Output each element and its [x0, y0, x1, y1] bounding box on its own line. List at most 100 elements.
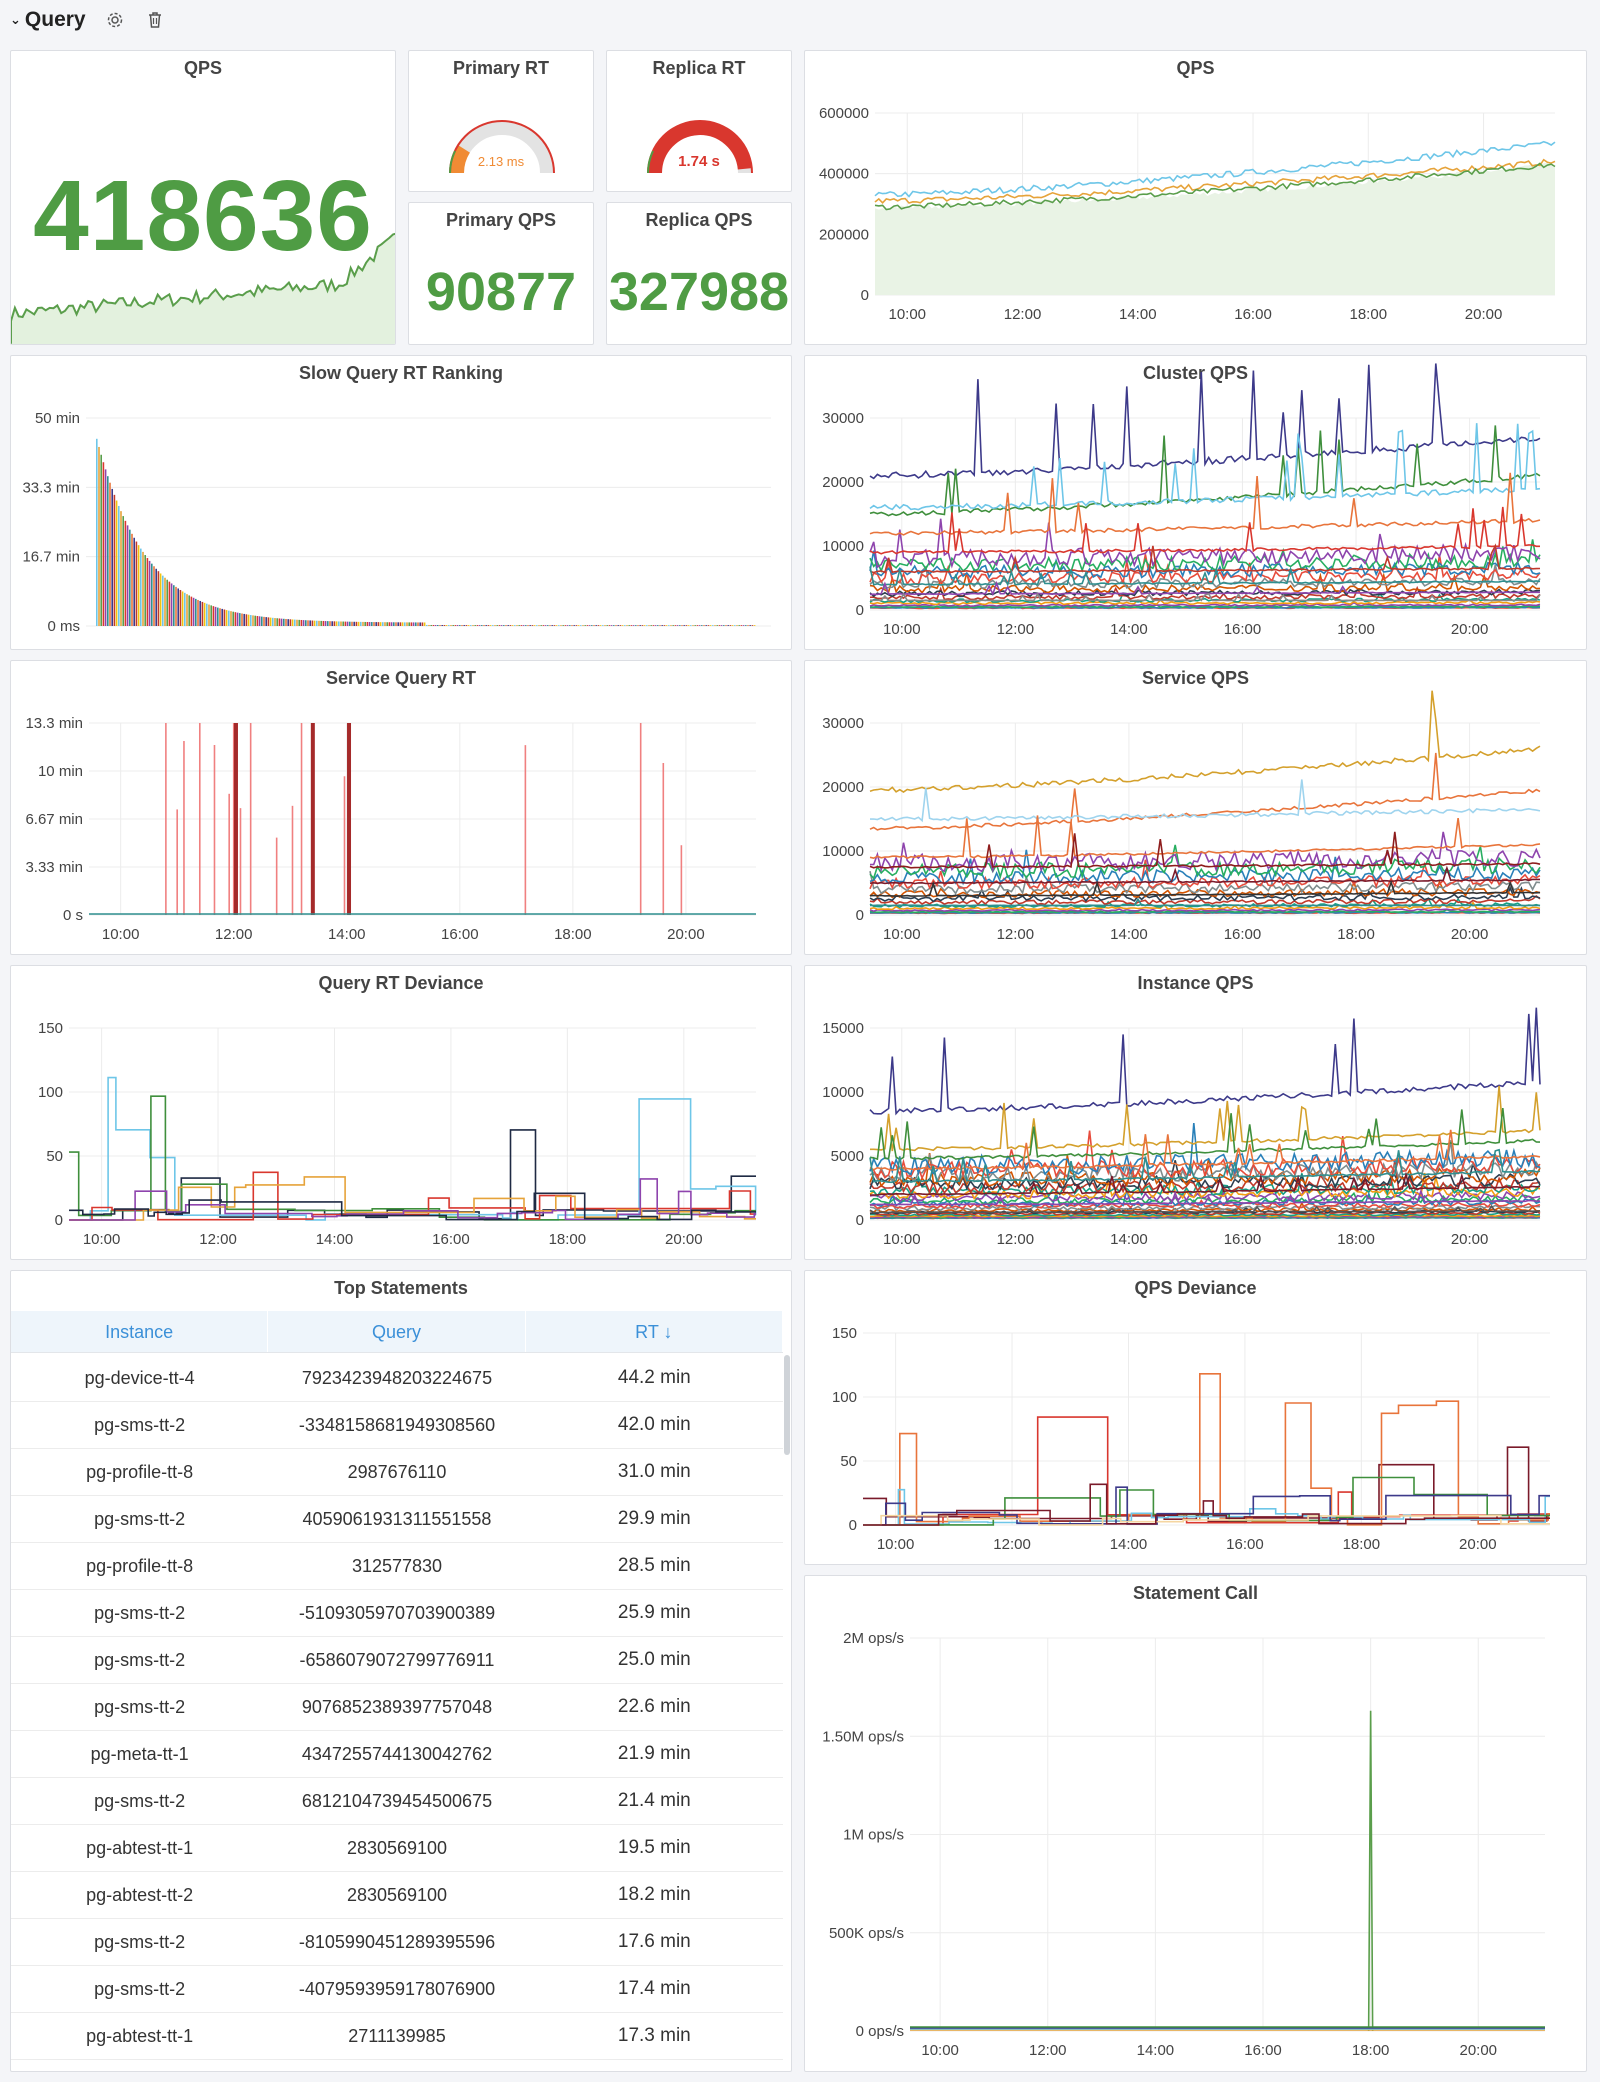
- ranking-bar: [527, 625, 529, 626]
- ranking-bar: [311, 620, 314, 626]
- y-tick-label: 1.50M ops/s: [822, 1728, 904, 1745]
- x-tick-label: 12:00: [993, 1536, 1031, 1553]
- panel-slow-rank[interactable]: Slow Query RT Ranking 50 min 33.3 min 16.7…: [10, 355, 792, 650]
- y-tick-label: 20000: [822, 779, 864, 796]
- panel-service-qps[interactable]: Service QPS 30000 20000 10000 0 10:00 12:00 14…: [804, 660, 1587, 955]
- ranking-bar: [637, 625, 639, 626]
- panel-title: Replica RT: [652, 58, 746, 78]
- ranking-bar: [148, 560, 151, 626]
- panel-rt-deviance[interactable]: Query RT Deviance 150 100 50 0 10:00 12:00 14:…: [10, 965, 792, 1260]
- table-row[interactable]: pg-profile-tt-8 2987676110 31.0 min: [11, 1449, 783, 1496]
- panel-qps-chart[interactable]: QPS 600000 400000 200000 0 10:00 12:00 14:00 16…: [804, 50, 1587, 345]
- cell-rt: 28.5 min: [617, 1555, 691, 1576]
- panel-service-rt[interactable]: Service Query RT 13.3 min 10 min 6.67 min 3…: [10, 660, 792, 955]
- ranking-bar: [639, 625, 641, 626]
- ranking-bar: [685, 625, 688, 626]
- row-title: Query: [24, 8, 86, 31]
- panel-primary-rt[interactable]: Primary RT 2.13 ms: [408, 50, 594, 192]
- table-row[interactable]: pg-profile-tt-8 312577830 28.5 min: [11, 1543, 783, 1590]
- panel-title: Service QPS: [1141, 668, 1250, 688]
- ranking-bar: [643, 625, 646, 626]
- table-scrollbar[interactable]: [784, 1355, 790, 1455]
- table-row[interactable]: pg-sms-tt-2 -4079593959178076900 17.4 min: [11, 1966, 783, 2013]
- row-toggle[interactable]: ⌄ Query: [10, 8, 86, 32]
- ranking-bar: [419, 622, 421, 626]
- ranking-bar: [258, 616, 261, 626]
- panel-primary-qps[interactable]: Primary QPS 90877: [408, 202, 594, 345]
- series-line: [869, 1140, 1541, 1184]
- x-tick-label: 18:00: [1350, 306, 1388, 323]
- ranking-bar: [520, 625, 523, 626]
- ranking-bar: [280, 618, 283, 626]
- ranking-bar: [646, 625, 648, 626]
- panel-replica-qps[interactable]: Replica QPS 327988: [606, 202, 792, 345]
- series-line: [869, 592, 1541, 602]
- column-rt[interactable]: RT ↓: [526, 1311, 783, 1352]
- x-tick-label: 14:00: [1110, 1231, 1148, 1248]
- table-row[interactable]: pg-sms-tt-2 9076852389397757048 22.6 min: [11, 1684, 783, 1731]
- ranking-bar: [309, 620, 311, 626]
- y-tick-label: 10000: [822, 843, 864, 860]
- ranking-bar: [650, 625, 652, 626]
- series-line: [869, 1204, 1540, 1214]
- trash-icon[interactable]: [144, 9, 166, 31]
- ranking-bar: [250, 615, 252, 626]
- y-tick-label: 600000: [819, 105, 869, 122]
- x-tick-label: 16:00: [1234, 306, 1272, 323]
- table-row[interactable]: pg-meta-tt-1 4347255744130042762 21.9 min: [11, 1731, 783, 1778]
- panel-replica-rt[interactable]: Replica RT 1.74 s: [606, 50, 792, 192]
- primary-rt-gauge: [449, 120, 555, 174]
- table-row[interactable]: pg-sms-tt-2 -8105990451289395596 17.6 min: [11, 1919, 783, 1966]
- ranking-bar: [698, 625, 701, 626]
- ranking-bar: [428, 624, 430, 626]
- ranking-bar: [496, 625, 498, 626]
- ranking-bar: [443, 625, 446, 626]
- cell-query: 6812104739454500675: [301, 1791, 493, 1811]
- column-query[interactable]: Query: [268, 1311, 526, 1352]
- table-row[interactable]: pg-sms-tt-2 4059061931311551558 29.9 min: [11, 1496, 783, 1543]
- ranking-bar: [236, 612, 239, 626]
- ranking-bar: [269, 617, 272, 626]
- ranking-bar: [175, 586, 177, 626]
- panel-qps-deviance[interactable]: QPS Deviance 150 100 50 0 10:00 12:00 14:00 16:…: [804, 1270, 1587, 1565]
- x-tick-label: 18:00: [1337, 1231, 1375, 1248]
- panel-cluster-qps[interactable]: Cluster QPS 30000 20000 10000 0 10:00 12:00 14…: [804, 355, 1587, 650]
- table-row[interactable]: pg-sms-tt-2 -5109305970703900389 25.9 min: [11, 1590, 783, 1637]
- y-tick-label: 400000: [819, 166, 869, 183]
- y-tick-label: 0: [849, 1517, 857, 1534]
- ranking-bar: [745, 625, 747, 626]
- x-tick-label: 14:00: [328, 926, 366, 943]
- panel-statement-call[interactable]: Statement Call 2M ops/s 1.50M ops/s 1M ops…: [804, 1575, 1587, 2072]
- column-instance[interactable]: Instance: [11, 1311, 269, 1352]
- gear-icon[interactable]: [104, 9, 126, 31]
- table-row[interactable]: pg-device-tt-4 7923423948203224675 44.2 mi…: [11, 1355, 783, 1402]
- table-row[interactable]: pg-sms-tt-2 6812104739454500675 21.4 min: [11, 1778, 783, 1825]
- ranking-bar: [657, 625, 659, 626]
- table-row[interactable]: pg-abtest-tt-1 2830569100 19.5 min: [11, 1825, 783, 1872]
- table-row[interactable]: pg-sms-tt-2 -6586079072799776911 25.0 min: [11, 1637, 783, 1684]
- ranking-bar: [562, 625, 564, 626]
- y-tick-label: 30000: [822, 715, 864, 732]
- ranking-bar: [683, 625, 685, 626]
- ranking-bar: [239, 613, 241, 626]
- ranking-bar: [665, 625, 668, 626]
- ranking-bar: [573, 625, 575, 626]
- ranking-bar: [159, 573, 162, 626]
- table-row[interactable]: pg-abtest-tt-2 2830569100 18.2 min: [11, 1872, 783, 1919]
- table-row[interactable]: pg-sms-tt-2 -3348158681949308560 42.0 min: [11, 1402, 783, 1449]
- ranking-bar: [509, 625, 512, 626]
- slow-rank-chart: 50 min 33.3 min 16.7 min 0 ms: [22, 410, 771, 635]
- panel-instance-qps[interactable]: Instance QPS 15000 10000 5000 0 10:00 12:00 14…: [804, 965, 1587, 1260]
- x-tick-label: 18:00: [1343, 1536, 1381, 1553]
- ranking-bar: [511, 625, 514, 626]
- cell-rt: 25.9 min: [617, 1602, 691, 1623]
- ranking-bar: [408, 622, 410, 626]
- ranking-bar: [261, 616, 263, 626]
- panel-qps-stat[interactable]: QPS 418636: [10, 50, 396, 345]
- ranking-bar: [472, 625, 474, 626]
- panel-top-statements[interactable]: Top Statements Instance Query RT ↓ pg-de…: [10, 1270, 792, 2072]
- ranking-bar: [388, 622, 391, 626]
- ranking-bar: [307, 620, 309, 626]
- y-tick-label: 50 min: [35, 410, 80, 427]
- table-row[interactable]: pg-abtest-tt-1 2711139985 17.3 min: [11, 2013, 783, 2060]
